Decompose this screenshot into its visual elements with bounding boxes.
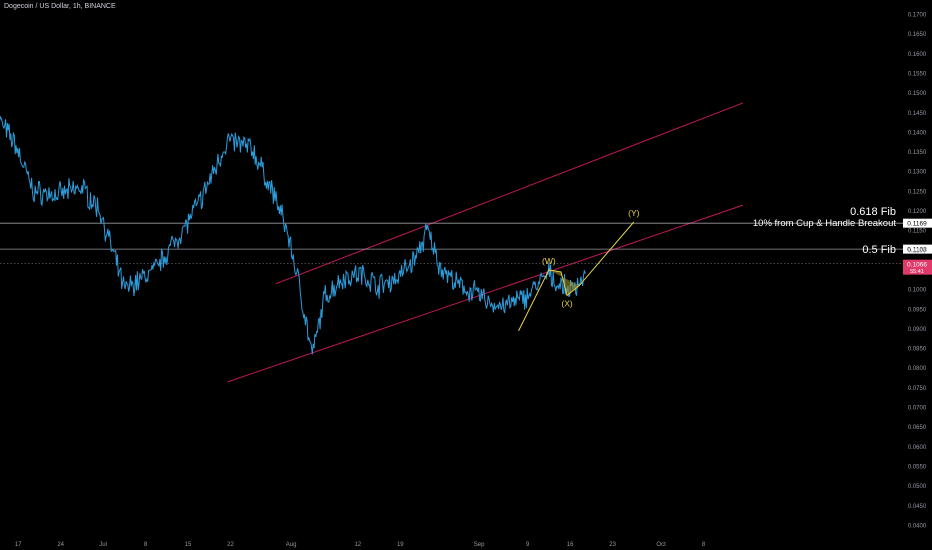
x-tick-label: 17 bbox=[15, 542, 22, 548]
y-tick-label: 0.1700 bbox=[908, 13, 927, 19]
y-tick-label: 0.1600 bbox=[908, 52, 927, 58]
level-price-tag-text: 0.1169 bbox=[907, 221, 927, 228]
y-tick-label: 0.0750 bbox=[908, 386, 927, 392]
x-tick-label: 12 bbox=[354, 542, 361, 548]
y-tick-label: 0.0500 bbox=[908, 484, 927, 490]
channel-lower-line bbox=[227, 204, 744, 383]
x-tick-label: 8 bbox=[702, 542, 706, 548]
y-tick-label: 0.0400 bbox=[908, 523, 927, 529]
y-tick-label: 0.1350 bbox=[908, 150, 927, 156]
x-tick-label: Aug bbox=[286, 542, 297, 548]
y-tick-label: 0.1300 bbox=[908, 170, 927, 176]
y-tick-label: 0.0800 bbox=[908, 366, 927, 372]
y-tick-label: 0.1250 bbox=[908, 189, 927, 195]
channel-upper-line bbox=[275, 102, 744, 285]
y-tick-label: 0.0650 bbox=[908, 425, 927, 431]
x-tick-label: Jul bbox=[99, 542, 107, 548]
x-tick-label: 16 bbox=[567, 542, 574, 548]
current-price-tag-text: 0.1066 bbox=[907, 262, 927, 269]
y-tick-label: 0.1000 bbox=[908, 288, 927, 294]
price-series-line bbox=[0, 115, 586, 355]
wave-label: (W) bbox=[542, 256, 556, 266]
level-price-tag bbox=[903, 244, 932, 254]
x-tick-label: Oct bbox=[656, 542, 666, 548]
x-tick-label: 23 bbox=[609, 542, 616, 548]
x-tick-label: 24 bbox=[57, 542, 64, 548]
y-tick-label: 0.1500 bbox=[908, 91, 927, 97]
y-tick-label: 0.1650 bbox=[908, 32, 927, 38]
x-tick-label: Sep bbox=[474, 542, 485, 548]
chart-title: Dogecoin / US Dollar, 1h, BINANCE bbox=[4, 3, 116, 10]
fib-level-sublabel: 10% from Cup & Handle Breakout bbox=[753, 218, 896, 229]
y-tick-label: 0.1100 bbox=[908, 248, 927, 254]
level-price-tag-text: 0.1103 bbox=[907, 247, 927, 254]
y-tick-label: 0.0700 bbox=[908, 406, 927, 412]
y-tick-label: 0.0600 bbox=[908, 445, 927, 451]
current-price-tag bbox=[903, 259, 932, 275]
wave-label: (X) bbox=[561, 298, 573, 308]
countdown-text: 55:41 bbox=[910, 269, 924, 275]
y-tick-label: 0.0550 bbox=[908, 464, 927, 470]
y-tick-label: 0.1550 bbox=[908, 71, 927, 77]
y-tick-label: 0.1450 bbox=[908, 111, 927, 117]
y-tick-label: 0.1150 bbox=[908, 229, 927, 235]
y-tick-label: 0.1200 bbox=[908, 209, 927, 215]
wave-label: (Y) bbox=[628, 208, 640, 218]
x-tick-label: 15 bbox=[185, 542, 192, 548]
y-tick-label: 0.1400 bbox=[908, 130, 927, 136]
wave-path-line bbox=[518, 221, 635, 332]
x-tick-label: 22 bbox=[227, 542, 234, 548]
level-price-tag bbox=[903, 218, 932, 228]
y-tick-label: 0.0900 bbox=[908, 327, 927, 333]
fib-level-label: 0.5 Fib bbox=[862, 244, 896, 256]
y-tick-label: 0.0850 bbox=[908, 347, 927, 353]
y-tick-label: 0.0450 bbox=[908, 504, 927, 510]
x-tick-label: 8 bbox=[144, 542, 148, 548]
fib-level-label: 0.618 Fib bbox=[850, 206, 896, 218]
y-tick-label: 0.0950 bbox=[908, 307, 927, 313]
x-tick-label: 9 bbox=[526, 542, 530, 548]
x-tick-label: 19 bbox=[397, 542, 404, 548]
